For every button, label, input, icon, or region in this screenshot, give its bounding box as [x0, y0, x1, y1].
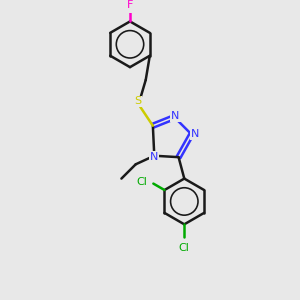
Text: F: F [127, 0, 133, 10]
Text: N: N [149, 152, 158, 162]
Text: S: S [134, 96, 141, 106]
Text: N: N [191, 129, 199, 139]
Text: N: N [171, 111, 180, 121]
Text: Cl: Cl [179, 243, 190, 253]
Text: Cl: Cl [136, 178, 147, 188]
